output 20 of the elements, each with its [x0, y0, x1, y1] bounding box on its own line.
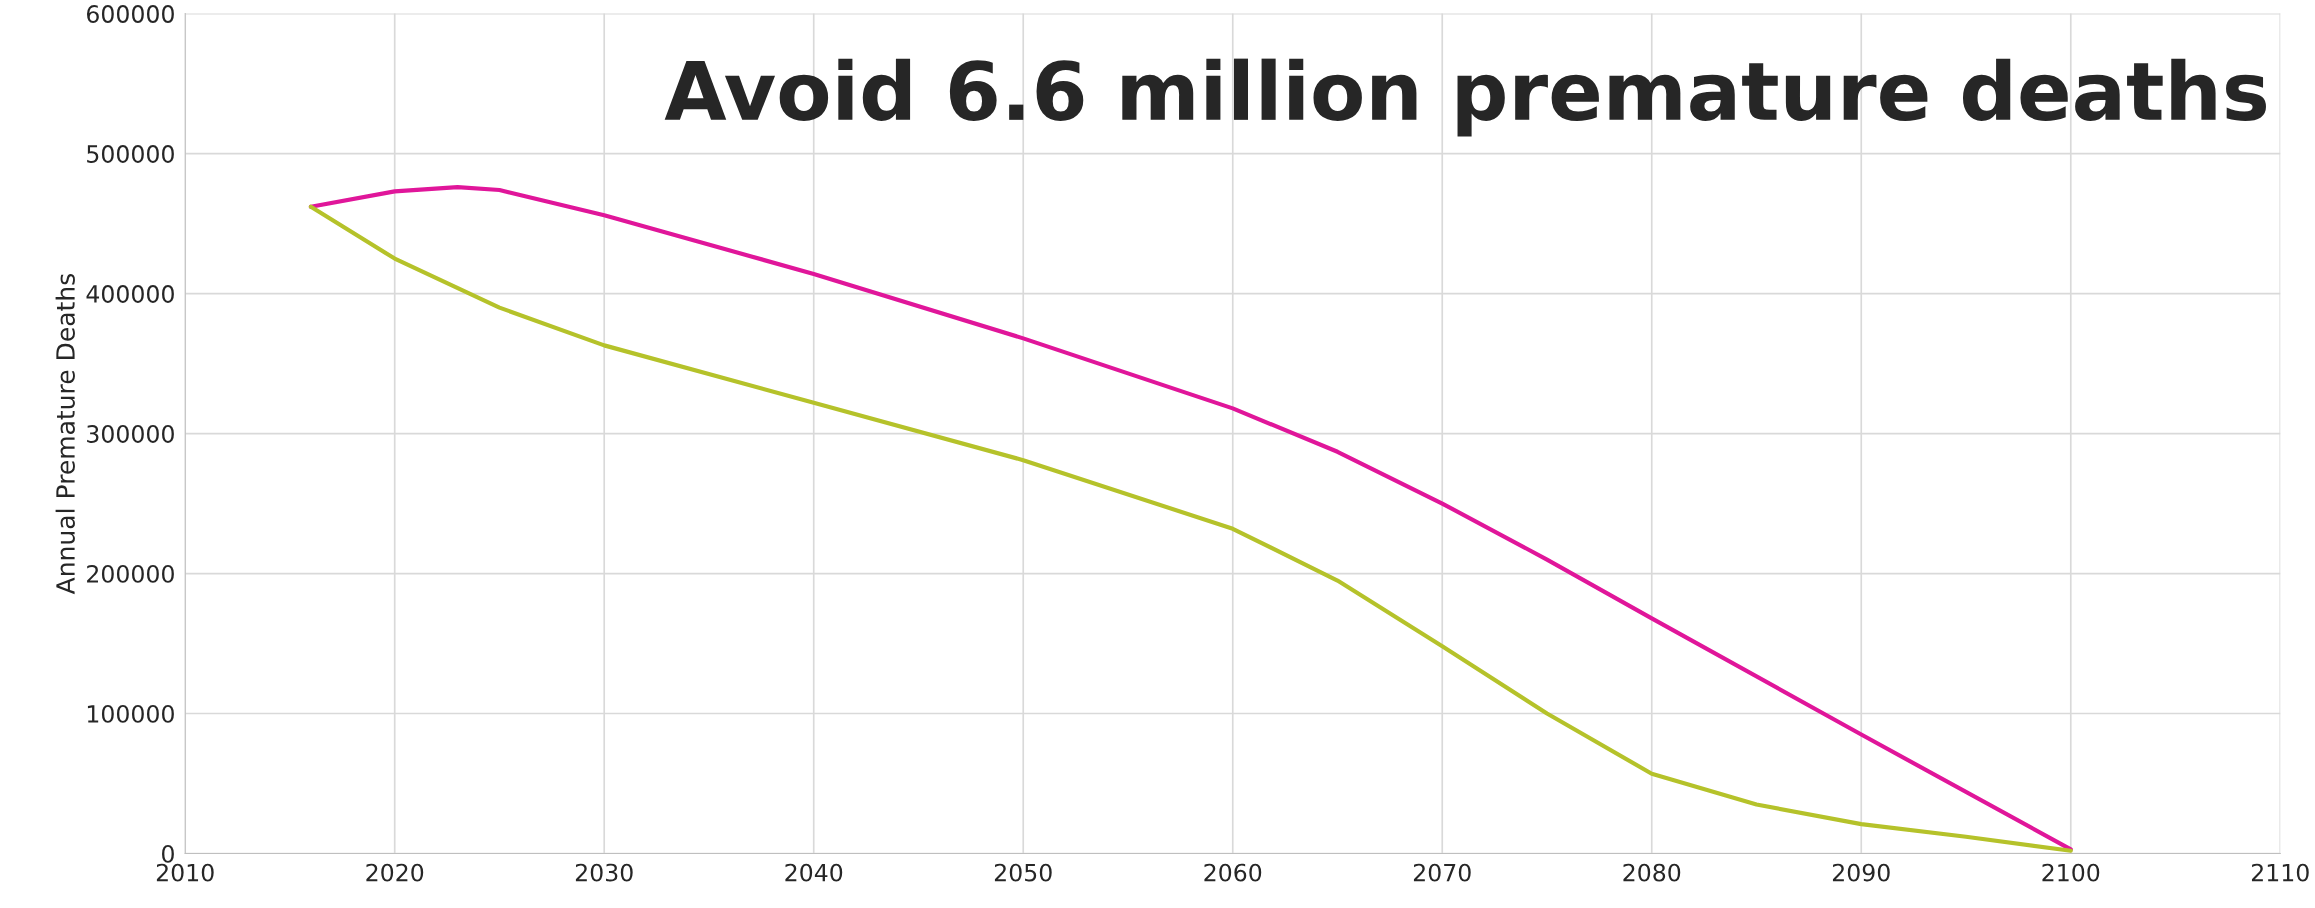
y-tick-label: 500000: [87, 145, 174, 163]
x-tick-label: 2040: [785, 863, 843, 882]
x-tick-label: 2100: [2042, 863, 2100, 882]
x-tick-label: 2080: [1623, 863, 1681, 882]
x-tick-label: 2110: [2251, 863, 2309, 882]
y-tick-label: 0: [162, 844, 174, 863]
y-tick-label: 100000: [87, 704, 174, 723]
x-tick-label: 2020: [366, 863, 424, 882]
y-tick-label: 200000: [87, 565, 174, 583]
x-tick-label: 2050: [994, 863, 1052, 882]
x-tick-label: 2060: [1204, 863, 1262, 882]
x-tick-label: 2090: [1832, 863, 1890, 882]
x-tick-label: 2010: [156, 863, 214, 882]
y-axis-title: Annual Premature Deaths: [55, 274, 75, 595]
x-tick-label: 2030: [575, 863, 633, 882]
annotation: Avoid 6.6 million premature deaths: [664, 58, 2266, 137]
y-tick-label: 600000: [86, 5, 174, 23]
y-tick-label: 300000: [87, 425, 174, 443]
x-tick-label: 2070: [1413, 863, 1471, 882]
y-tick-label: 400000: [86, 285, 174, 303]
